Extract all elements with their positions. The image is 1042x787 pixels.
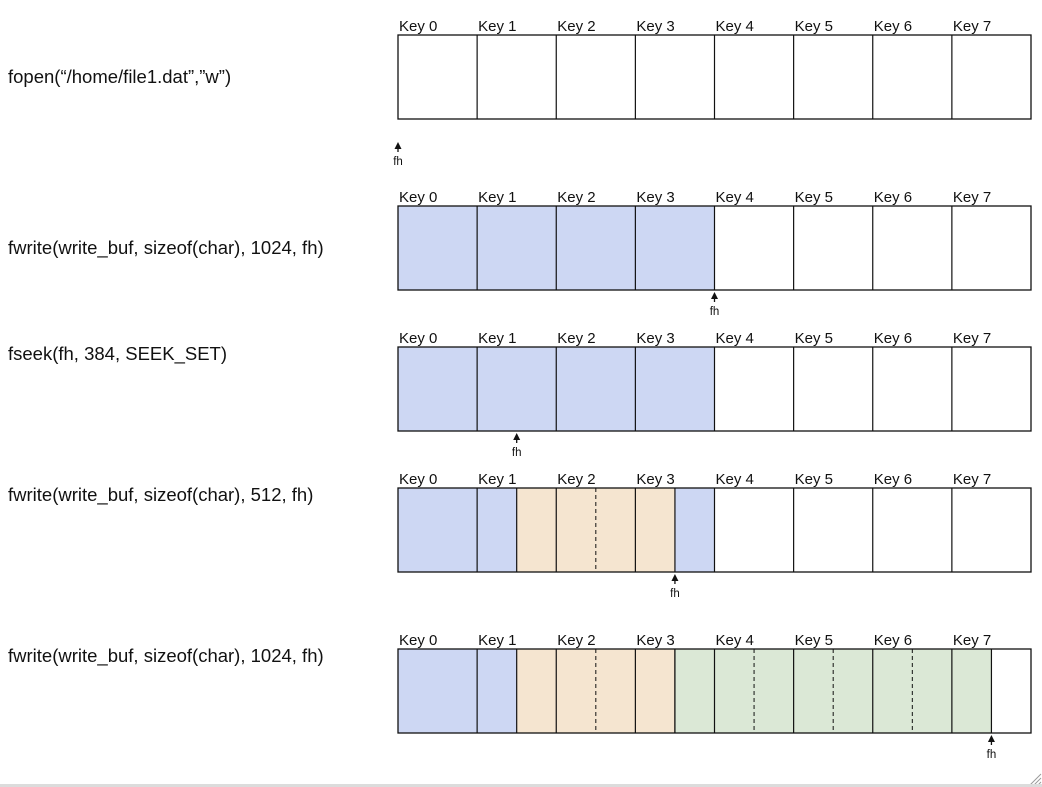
fh-label: fh xyxy=(987,749,997,761)
key-label: Key 4 xyxy=(716,189,754,206)
key-label: Key 7 xyxy=(953,18,991,35)
key-label: Key 1 xyxy=(478,330,516,347)
key-label: Key 7 xyxy=(953,330,991,347)
key-label: Key 3 xyxy=(636,632,674,649)
row-fseek: fseek(fh, 384, SEEK_SET) Key 0 Key 1 Key 2… xyxy=(8,330,1032,459)
key-label: Key 4 xyxy=(716,18,754,35)
fh-label: fh xyxy=(670,588,680,600)
buffer-grid xyxy=(397,648,1032,734)
fh-pointer: fh xyxy=(710,292,720,318)
key-label: Key 0 xyxy=(399,471,437,488)
fh-pointer: fh xyxy=(987,735,997,761)
row-fwrite-512: fwrite(write_buf, sizeof(char), 512, fh)… xyxy=(8,471,1032,600)
key-label: Key 6 xyxy=(874,632,912,649)
statement-fseek: fseek(fh, 384, SEEK_SET) xyxy=(8,343,227,365)
key-label: Key 5 xyxy=(795,189,833,206)
key-label: Key 6 xyxy=(874,471,912,488)
key-label: Key 2 xyxy=(557,18,595,35)
key-label: Key 2 xyxy=(557,330,595,347)
buffer-grid xyxy=(397,346,1032,432)
key-labels: Key 0 Key 1 Key 2 Key 3 Key 4 Key 5 Key 6 Key 7 xyxy=(399,18,991,35)
key-label: Key 7 xyxy=(953,632,991,649)
arrow-up-icon xyxy=(394,142,402,149)
key-labels: Key 0 Key 1 Key 2 Key 3 Key 4 Key 5 Key 6 Key 7 xyxy=(399,471,991,488)
fh-label: fh xyxy=(512,447,522,459)
key-label: Key 2 xyxy=(557,189,595,206)
key-label: Key 6 xyxy=(874,18,912,35)
key-label: Key 5 xyxy=(795,471,833,488)
buffer-outline xyxy=(397,346,1032,432)
arrow-up-icon xyxy=(671,574,679,581)
key-label: Key 3 xyxy=(636,330,674,347)
fh-pointer: fh xyxy=(670,574,680,600)
arrow-up-icon xyxy=(987,735,995,742)
fh-pointer: fh xyxy=(393,142,403,168)
buffer-outline xyxy=(397,205,1032,291)
window-bottom-edge xyxy=(0,784,1042,787)
key-label: Key 3 xyxy=(636,189,674,206)
key-label: Key 0 xyxy=(399,189,437,206)
fh-label: fh xyxy=(710,306,720,318)
key-label: Key 0 xyxy=(399,330,437,347)
key-label: Key 4 xyxy=(716,330,754,347)
buffer-outline xyxy=(397,648,1032,734)
key-label: Key 1 xyxy=(478,189,516,206)
buffer-grid xyxy=(397,34,1032,120)
arrow-up-icon xyxy=(711,292,718,299)
arrow-up-icon xyxy=(513,433,521,440)
buffer-grid xyxy=(397,205,1032,291)
statement-fwrite-1024: fwrite(write_buf, sizeof(char), 1024, fh… xyxy=(8,237,324,259)
key-label: Key 2 xyxy=(557,471,595,488)
statement-fwrite-512: fwrite(write_buf, sizeof(char), 512, fh) xyxy=(8,484,313,506)
key-label: Key 7 xyxy=(953,189,991,206)
filled-segment-blue xyxy=(398,649,517,733)
key-labels: Key 0 Key 1 Key 2 Key 3 Key 4 Key 5 Key 6 Key 7 xyxy=(399,189,991,206)
key-labels: Key 0 Key 1 Key 2 Key 3 Key 4 Key 5 Key 6 Key 7 xyxy=(399,632,991,649)
row-fwrite-1024: fwrite(write_buf, sizeof(char), 1024, fh… xyxy=(8,189,1032,318)
buffer-outline xyxy=(397,487,1032,573)
key-label: Key 3 xyxy=(636,471,674,488)
fh-label: fh xyxy=(393,156,403,168)
key-label: Key 0 xyxy=(399,632,437,649)
key-label: Key 3 xyxy=(636,18,674,35)
key-label: Key 2 xyxy=(557,632,595,649)
key-label: Key 6 xyxy=(874,330,912,347)
key-labels: Key 0 Key 1 Key 2 Key 3 Key 4 Key 5 Key 6 Key 7 xyxy=(399,330,991,347)
key-label: Key 1 xyxy=(478,18,516,35)
key-label: Key 0 xyxy=(399,18,437,35)
key-label: Key 6 xyxy=(874,189,912,206)
key-label: Key 5 xyxy=(795,632,833,649)
key-label: Key 1 xyxy=(478,471,516,488)
key-label: Key 1 xyxy=(478,632,516,649)
key-label: Key 7 xyxy=(953,471,991,488)
buffer-outline xyxy=(397,34,1032,120)
key-label: Key 5 xyxy=(795,18,833,35)
key-label: Key 4 xyxy=(716,632,754,649)
statement-fopen: fopen(“/home/file1.dat”,”w”) xyxy=(8,66,231,87)
statement-fwrite-1024-second: fwrite(write_buf, sizeof(char), 1024, fh… xyxy=(8,645,324,667)
key-label: Key 5 xyxy=(795,330,833,347)
row-fwrite-1024-second: fwrite(write_buf, sizeof(char), 1024, fh… xyxy=(8,632,1032,761)
key-label: Key 4 xyxy=(716,471,754,488)
buffer-grid xyxy=(397,487,1032,573)
fh-pointer: fh xyxy=(512,433,522,459)
